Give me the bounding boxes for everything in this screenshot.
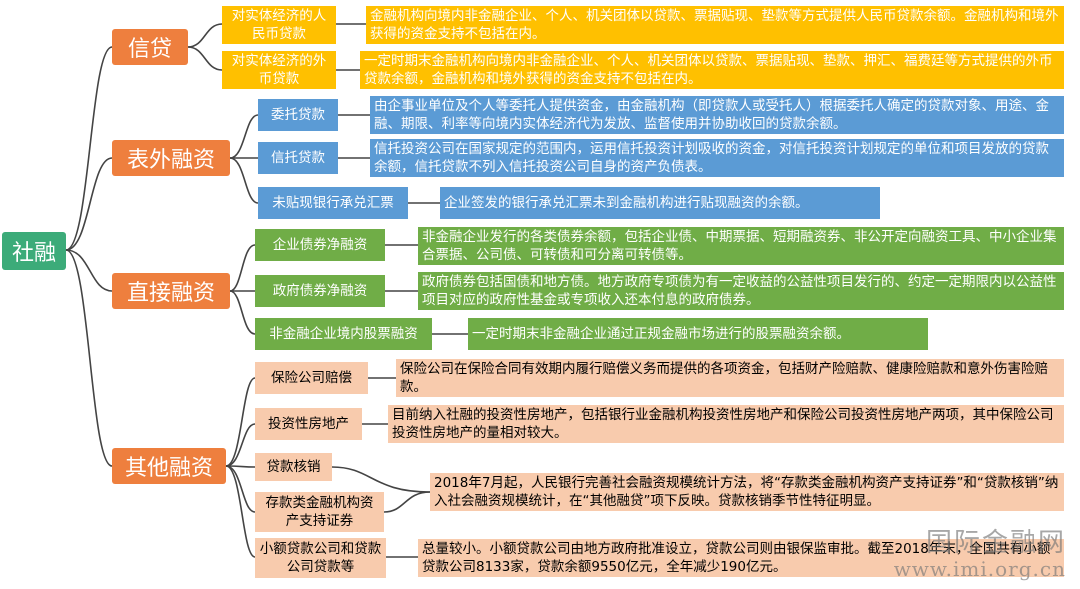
- desc-text: 企业签发的银行承兑汇票未到金融机构进行贴现融资的余额。: [444, 195, 809, 211]
- watermark-url: www.imi.org.cn: [893, 557, 1066, 581]
- node-label: 对实体经济的外币贷款: [231, 53, 327, 87]
- desc-undiscounted-bills: 企业签发的银行承兑汇票未到金融机构进行贴现融资的余额。: [440, 187, 880, 219]
- node-label: 小额贷款公司和贷款公司贷款等: [259, 541, 382, 575]
- desc-insurance-compensation: 保险公司在保险合同有效期内履行赔偿义务而提供的各项资金，包括财产险赔款、健康险赔…: [396, 359, 1064, 397]
- node-label: 存款类金融机构资产支持证券: [265, 495, 374, 529]
- node-label: 投资性房地产: [268, 416, 349, 432]
- category-label: 信贷: [127, 37, 172, 62]
- node-label: 保险公司赔偿: [271, 370, 352, 386]
- desc-text: 2018年7月起，人民银行完善社会融资规模统计方法，将“存款类金融机构资产支持证…: [434, 475, 1059, 509]
- node-label: 政府债券净融资: [272, 283, 368, 299]
- node-label: 企业债券净融资: [272, 237, 368, 253]
- desc-text: 保险公司在保险合同有效期内履行赔偿义务而提供的各项资金，包括财产险赔款、健康险赔…: [400, 361, 1048, 395]
- desc-microloans: 总量较小。小额贷款公司由地方政府批准设立，贷款公司则由银保监审批。截至2018年…: [418, 539, 1064, 577]
- node-insurance-compensation: 保险公司赔偿: [255, 362, 368, 394]
- category-credit: 信贷: [112, 29, 188, 65]
- desc-text: 总量较小。小额贷款公司由地方政府批准设立，贷款公司则由银保监审批。截至2018年…: [422, 541, 1051, 575]
- node-rmb-loans: 对实体经济的人民币贷款: [222, 6, 336, 44]
- node-label: 信托贷款: [271, 150, 325, 166]
- node-microloans: 小额贷款公司和贷款公司贷款等: [255, 538, 386, 578]
- category-label: 其他融资: [124, 456, 213, 481]
- node-label: 贷款核销: [266, 459, 321, 475]
- node-label: 非金融企业境内股票融资: [269, 326, 418, 342]
- desc-text: 金融机构向境内非金融企业、个人、机关团体以贷款、票据贴现、垫款等方式提供人民币贷…: [370, 8, 1059, 42]
- desc-investment-real-estate: 目前纳入社融的投资性房地产，包括银行业金融机构投资性房地产和保险公司投资性房地产…: [388, 405, 1064, 443]
- category-label: 表外融资: [126, 148, 215, 173]
- desc-text: 一定时期末非金融企业通过正规金融市场进行的股票融资余额。: [472, 326, 850, 342]
- node-trust-loans: 信托贷款: [258, 142, 338, 174]
- category-other-financing: 其他融资: [112, 448, 226, 484]
- node-abs: 存款类金融机构资产支持证券: [255, 492, 384, 532]
- node-corporate-bonds: 企业债券净融资: [255, 229, 385, 261]
- root-label: 社融: [11, 241, 56, 266]
- desc-text: 由企事业单位及个人等委托人提供资金，由金融机构（即贷款人或受托人）根据委托人确定…: [374, 98, 1049, 132]
- node-label: 未贴现银行承兑汇票: [272, 195, 394, 211]
- desc-corporate-bonds: 非金融企业发行的各类债券余额，包括企业债、中期票据、短期融资券、非公开定向融资工…: [418, 227, 1064, 265]
- desc-writeoffs-and-abs: 2018年7月起，人民银行完善社会融资规模统计方法，将“存款类金融机构资产支持证…: [430, 473, 1064, 511]
- desc-equity-financing: 一定时期末非金融企业通过正规金融市场进行的股票融资余额。: [468, 318, 928, 350]
- desc-text: 信托投资公司在国家规定的范围内，运用信托投资计划吸收的资金，对信托投资计划规定的…: [374, 141, 1049, 175]
- node-entrusted-loans: 委托贷款: [258, 99, 338, 131]
- node-label: 对实体经济的人民币贷款: [231, 8, 327, 42]
- node-loan-writeoffs: 贷款核销: [255, 453, 332, 481]
- desc-text: 政府债券包括国债和地方债。地方政府专项债为有一定收益的公益性项目发行的、约定一定…: [422, 274, 1057, 308]
- desc-rmb-loans: 金融机构向境内非金融企业、个人、机关团体以贷款、票据贴现、垫款等方式提供人民币贷…: [366, 6, 1064, 44]
- desc-text: 非金融企业发行的各类债券余额，包括企业债、中期票据、短期融资券、非公开定向融资工…: [422, 229, 1057, 263]
- desc-entrusted-loans: 由企事业单位及个人等委托人提供资金，由金融机构（即贷款人或受托人）根据委托人确定…: [370, 96, 1064, 134]
- category-off-balance: 表外融资: [112, 140, 230, 176]
- desc-government-bonds: 政府债券包括国债和地方债。地方政府专项债为有一定收益的公益性项目发行的、约定一定…: [418, 272, 1064, 310]
- desc-fx-loans: 一定时期末金融机构向境内非金融企业、个人、机关团体以贷款、票据贴现、垫款、押汇、…: [360, 51, 1064, 89]
- desc-text: 一定时期末金融机构向境内非金融企业、个人、机关团体以贷款、票据贴现、垫款、押汇、…: [364, 53, 1053, 87]
- node-investment-real-estate: 投资性房地产: [255, 408, 362, 440]
- desc-trust-loans: 信托投资公司在国家规定的范围内，运用信托投资计划吸收的资金，对信托投资计划规定的…: [370, 139, 1064, 177]
- category-label: 直接融资: [126, 281, 215, 306]
- root-node: 社融: [2, 232, 66, 270]
- node-government-bonds: 政府债券净融资: [255, 275, 385, 307]
- desc-text: 目前纳入社融的投资性房地产，包括银行业金融机构投资性房地产和保险公司投资性房地产…: [392, 407, 1054, 441]
- watermark-title: 国际金融网: [925, 528, 1066, 558]
- node-label: 委托贷款: [271, 107, 325, 123]
- category-direct-financing: 直接融资: [112, 273, 230, 309]
- node-fx-loans: 对实体经济的外币贷款: [222, 51, 336, 89]
- node-undiscounted-bills: 未贴现银行承兑汇票: [258, 187, 408, 219]
- node-equity-financing: 非金融企业境内股票融资: [255, 318, 432, 350]
